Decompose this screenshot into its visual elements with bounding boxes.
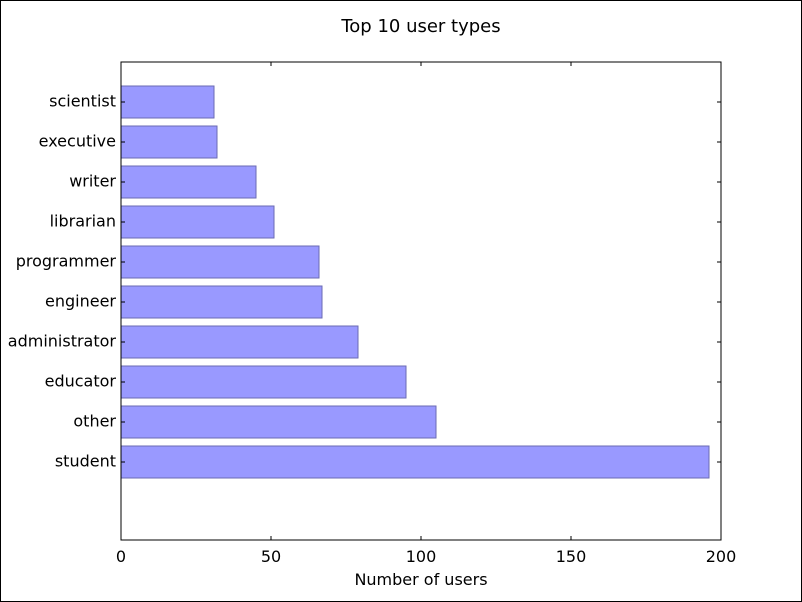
x-axis-label: Number of users (354, 570, 487, 589)
chart-title: Top 10 user types (340, 16, 500, 37)
bar-executive (120, 125, 218, 159)
y-tick-label-administrator: administrator (8, 332, 117, 351)
bar-scientist (120, 85, 215, 119)
y-tick-label-executive: executive (39, 132, 116, 151)
bar-student (120, 445, 710, 479)
bar-engineer (120, 285, 323, 319)
plot-area-border (120, 61, 722, 541)
bar-programmer (120, 245, 320, 279)
x-tick-label-200: 200 (706, 547, 737, 566)
y-tick-label-programmer: programmer (16, 252, 117, 271)
y-tick-label-scientist: scientist (49, 92, 116, 111)
bar-librarian (120, 205, 275, 239)
bars-group (120, 85, 710, 479)
x-tick-label-100: 100 (406, 547, 437, 566)
y-tick-label-writer: writer (69, 172, 116, 191)
y-tick-label-educator: educator (45, 372, 117, 391)
x-tick-label-0: 0 (116, 547, 126, 566)
y-tick-label-engineer: engineer (45, 292, 116, 311)
y-tick-label-librarian: librarian (50, 212, 116, 231)
x-tick-label-150: 150 (556, 547, 587, 566)
y-tick-labels: student other educator administrator enginee… (8, 92, 117, 471)
bar-writer (120, 165, 257, 199)
x-tick-label-50: 50 (261, 547, 281, 566)
bar-other (120, 405, 437, 439)
y-tick-label-student: student (55, 452, 116, 471)
x-tick-labels: 0 50 100 150 200 (116, 547, 736, 566)
bar-educator (120, 365, 407, 399)
bar-administrator (120, 325, 359, 359)
y-tick-label-other: other (73, 412, 116, 431)
